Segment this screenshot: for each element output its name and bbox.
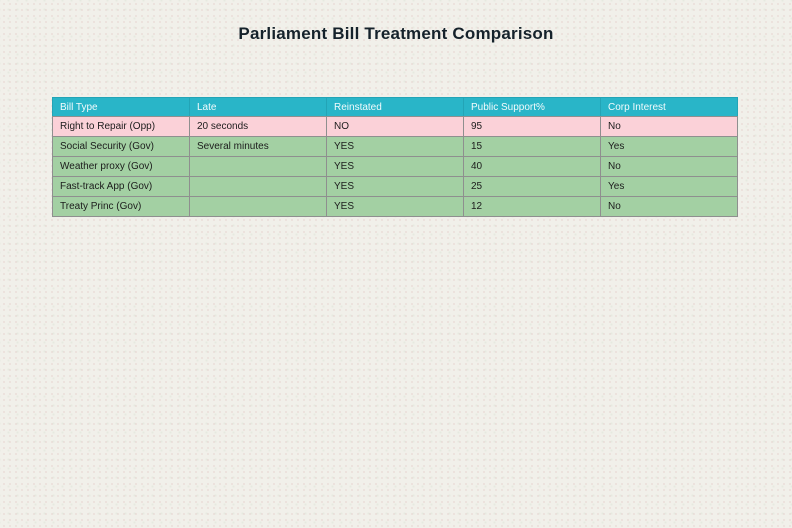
table-cell: Right to Repair (Opp) [52,116,190,137]
table-row: Treaty Princ (Gov) YES 12 No [52,196,738,217]
table-body: Right to Repair (Opp) 20 seconds NO 95 No Soc… [52,116,738,217]
table-cell [189,156,327,177]
table-row: Right to Repair (Opp) 20 seconds NO 95 No [52,116,738,137]
table-cell: 95 [463,116,601,137]
table-cell: 12 [463,196,601,217]
table-row: Social Security (Gov) Several minutes YES 1… [52,136,738,157]
table-cell [189,196,327,217]
column-header: Late [189,97,327,117]
table-cell: No [600,156,738,177]
table-cell: Yes [600,136,738,157]
table-cell: Several minutes [189,136,327,157]
table-header: Bill Type Late Reinstated Public Support% Co… [52,97,738,117]
table-cell: YES [326,176,464,197]
table-cell: No [600,196,738,217]
table-cell: NO [326,116,464,137]
table-cell: 15 [463,136,601,157]
table-cell: Social Security (Gov) [52,136,190,157]
table-cell: 20 seconds [189,116,327,137]
table-cell: 40 [463,156,601,177]
table-row: Fast-track App (Gov) YES 25 Yes [52,176,738,197]
page-title: Parliament Bill Treatment Comparison [238,24,554,43]
table-cell [189,176,327,197]
column-header: Bill Type [52,97,190,117]
table-cell: Weather proxy (Gov) [52,156,190,177]
table-cell: Treaty Princ (Gov) [52,196,190,217]
table-row: Weather proxy (Gov) YES 40 No [52,156,738,177]
bill-comparison-table: Bill Type Late Reinstated Public Support% Co… [52,97,738,217]
table-cell: No [600,116,738,137]
column-header: Reinstated [326,97,464,117]
table-cell: YES [326,196,464,217]
table-cell: 25 [463,176,601,197]
column-header: Public Support% [463,97,601,117]
table-header-row: Bill Type Late Reinstated Public Support% Co… [52,97,738,117]
table-cell: YES [326,136,464,157]
table-cell: YES [326,156,464,177]
column-header: Corp Interest [600,97,738,117]
table-cell: Fast-track App (Gov) [52,176,190,197]
table-cell: Yes [600,176,738,197]
